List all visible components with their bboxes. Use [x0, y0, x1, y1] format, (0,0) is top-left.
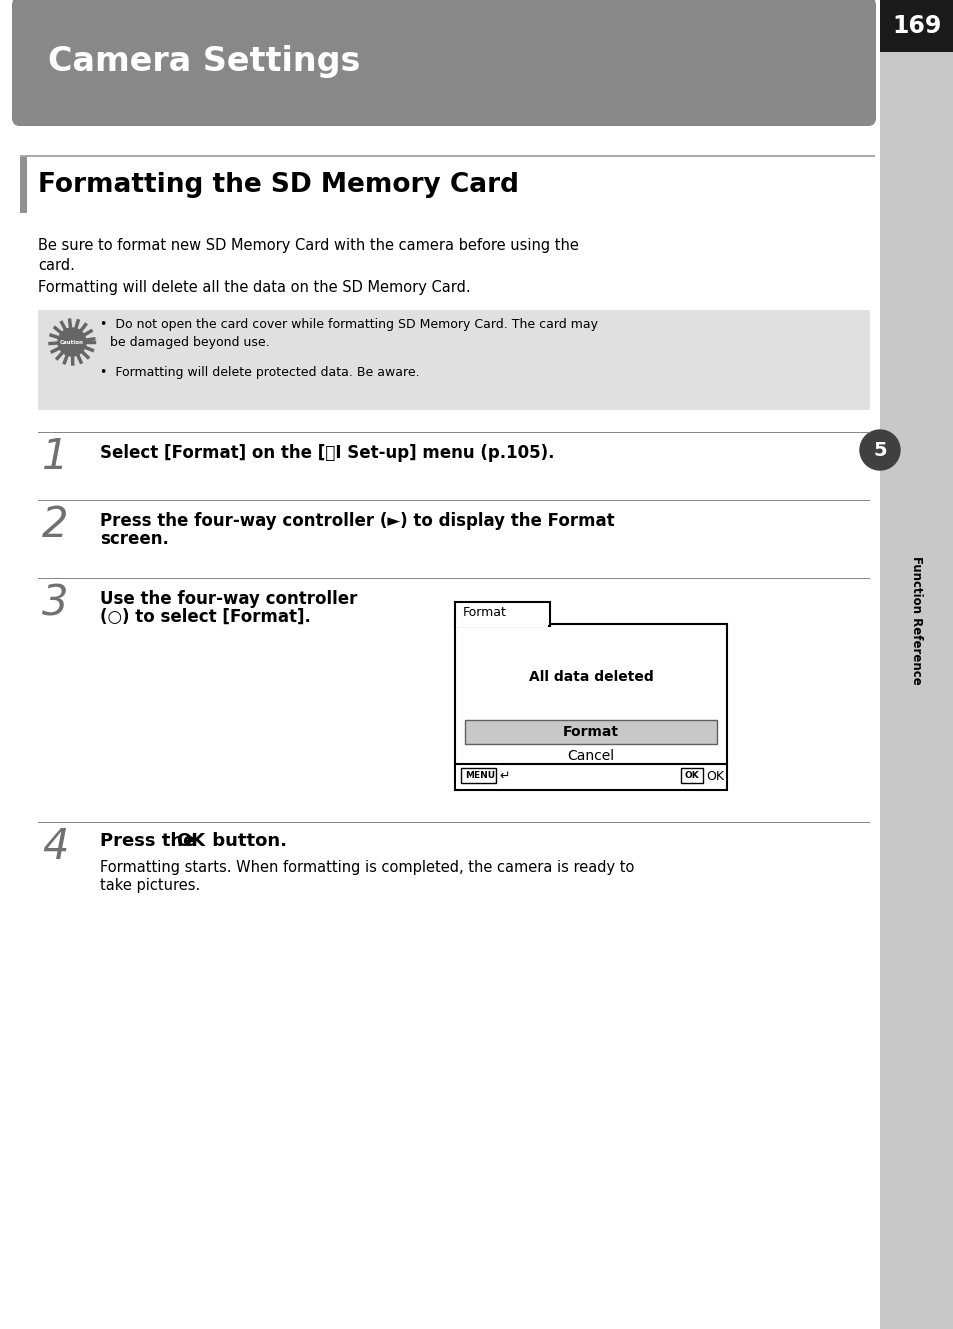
- Text: •  Formatting will delete protected data. Be aware.: • Formatting will delete protected data.…: [100, 365, 419, 379]
- Text: Press the: Press the: [100, 832, 201, 851]
- Bar: [455, 625, 726, 789]
- Text: 3: 3: [42, 582, 69, 625]
- Text: Caution: Caution: [60, 339, 84, 344]
- Bar: [464, 720, 717, 744]
- Text: 4: 4: [42, 827, 69, 868]
- Text: Be sure to format new SD Memory Card with the camera before using the: Be sure to format new SD Memory Card wit…: [38, 238, 578, 253]
- Text: Press the four-way controller (►) to display the Format: Press the four-way controller (►) to dis…: [100, 512, 614, 530]
- Bar: [20, 157, 27, 213]
- Text: Camera Settings: Camera Settings: [48, 45, 360, 78]
- Bar: [460, 768, 496, 783]
- Text: 5: 5: [872, 440, 886, 460]
- Text: (○) to select [Format].: (○) to select [Format].: [100, 607, 311, 626]
- Text: Function Reference: Function Reference: [909, 556, 923, 684]
- Text: Formatting will delete all the data on the SD Memory Card.: Formatting will delete all the data on t…: [38, 280, 470, 295]
- Text: 2: 2: [42, 504, 69, 546]
- Text: card.: card.: [38, 258, 74, 272]
- Text: Use the four-way controller: Use the four-way controller: [100, 590, 357, 607]
- Text: Cancel: Cancel: [567, 750, 614, 763]
- Text: Select [Format] on the [达Ⅰ Set-up] menu (p.105).: Select [Format] on the [达Ⅰ Set-up] menu …: [100, 444, 554, 462]
- Bar: [456, 764, 724, 788]
- Text: MENU: MENU: [464, 772, 495, 780]
- FancyBboxPatch shape: [12, 0, 875, 126]
- Text: Formatting the SD Memory Card: Formatting the SD Memory Card: [38, 171, 518, 198]
- Text: All data deleted: All data deleted: [528, 670, 653, 684]
- Text: 1: 1: [42, 436, 69, 478]
- Bar: [38, 310, 869, 411]
- Text: screen.: screen.: [100, 530, 169, 548]
- Text: OK: OK: [705, 769, 723, 783]
- Text: be damaged beyond use.: be damaged beyond use.: [110, 336, 270, 350]
- Text: Formatting starts. When formatting is completed, the camera is ready to: Formatting starts. When formatting is co…: [100, 860, 634, 874]
- Bar: [20, 155, 874, 157]
- Bar: [879, 0, 953, 52]
- Text: •  Do not open the card cover while formatting SD Memory Card. The card may: • Do not open the card cover while forma…: [100, 318, 598, 331]
- Bar: [680, 768, 702, 783]
- Text: button.: button.: [206, 832, 287, 851]
- Text: OK: OK: [684, 772, 699, 780]
- Text: 169: 169: [891, 15, 941, 39]
- Bar: [879, 0, 953, 1329]
- Text: Format: Format: [462, 606, 506, 619]
- Bar: [455, 602, 550, 626]
- Bar: [456, 625, 548, 627]
- Circle shape: [58, 328, 86, 356]
- Text: Format: Format: [562, 726, 618, 739]
- Text: take pictures.: take pictures.: [100, 878, 200, 893]
- Circle shape: [859, 431, 899, 470]
- Text: OK: OK: [175, 832, 205, 851]
- Text: ↵: ↵: [498, 769, 509, 783]
